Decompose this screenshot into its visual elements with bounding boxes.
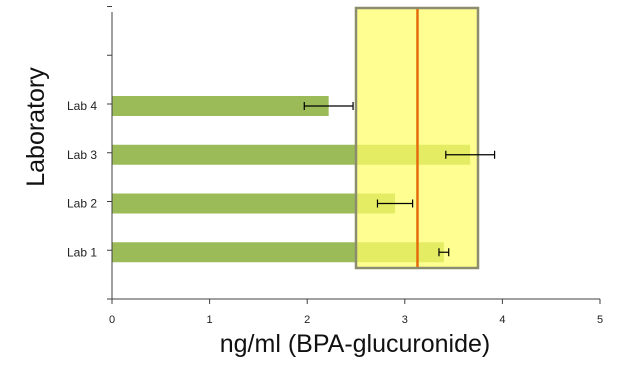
x-tick-label: 2 <box>304 314 310 326</box>
x-tick-label: 5 <box>597 314 603 326</box>
category-label: Lab 1 <box>67 245 97 259</box>
axes: Lab 1 Lab 2 Lab 3 Lab 4 0 1 2 3 4 5 <box>67 6 603 326</box>
x-tick-label: 4 <box>499 314 505 326</box>
x-tick-label: 0 <box>109 314 115 326</box>
x-axis-title: ng/ml (BPA-glucuronide) <box>220 330 490 358</box>
x-tick-label: 1 <box>207 314 213 326</box>
bar <box>112 193 396 214</box>
bar <box>112 96 329 116</box>
category-label: Lab 3 <box>67 148 97 162</box>
category-label: Lab 4 <box>67 99 97 113</box>
y-axis-title: Laboratory <box>22 67 50 187</box>
plot-area <box>112 6 496 270</box>
x-tick-label: 3 <box>402 314 408 326</box>
category-label: Lab 2 <box>67 197 97 211</box>
